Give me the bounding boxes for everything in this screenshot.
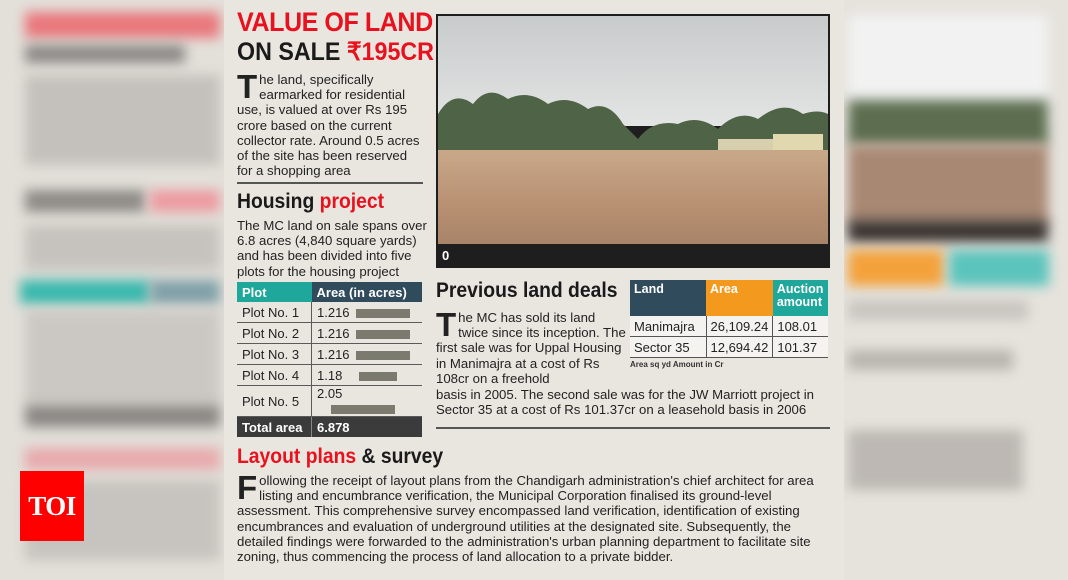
deals-heading: Previous land deals (436, 279, 618, 302)
plot-area: 1.18 (311, 364, 422, 386)
deal-amount: 101.37 (772, 336, 828, 358)
total-value: 6.878 (311, 416, 422, 437)
blurred-background-left (0, 0, 224, 580)
plot-area: 1.216 (311, 302, 422, 323)
plot-name: Plot No. 1 (237, 302, 312, 323)
plot-area: 2.05 (311, 385, 422, 417)
photo-caption-bar (436, 244, 830, 268)
land-photo: 0 (436, 14, 830, 268)
layout-heading-black: & survey (356, 445, 444, 468)
plot-name: Plot No. 3 (237, 343, 312, 365)
dropcap: F (237, 469, 258, 506)
plot-area-value: 1.216 (317, 325, 350, 341)
table-row: Plot No. 2 1.216 (237, 322, 422, 344)
table-row: Manimajra 26,109.24 108.01 (630, 316, 828, 337)
area-bar (355, 329, 410, 339)
trees-illustration (438, 92, 828, 154)
total-row: Total area 6.878 (237, 416, 422, 437)
dropcap: T (237, 68, 258, 105)
layout-heading: Layout plans & survey (237, 445, 443, 469)
table-row: Plot No. 1 1.216 (237, 302, 422, 323)
plots-header-plot: Plot (237, 282, 312, 302)
deals-table-note: Area sq yd Amount in Cr (630, 360, 724, 369)
headline-prefix: ON SALE (237, 38, 347, 66)
toi-logo: TOI (20, 471, 84, 541)
deals-table: Land Area Auction amount Manimajra 26,10… (630, 280, 828, 358)
deals-text-continued: basis in 2005. The second sale was for t… (436, 387, 814, 418)
plot-name: Plot No. 2 (237, 322, 312, 344)
housing-heading: Housing project (237, 190, 384, 214)
plot-area: 1.216 (311, 343, 422, 365)
deals-header-amount: Auction amount (772, 280, 828, 316)
plots-header-area: Area (in acres) (311, 282, 422, 302)
intro-text: he land, specifically earmarked for resi… (237, 72, 420, 179)
plot-area: 1.216 (311, 322, 422, 344)
area-bar (331, 405, 395, 415)
deal-area: 26,109.24 (706, 316, 774, 337)
headline-line1: VALUE OF LAND (237, 7, 433, 37)
plot-name: Plot No. 5 (237, 385, 312, 417)
dropcap: T (436, 306, 457, 343)
deal-land: Manimajra (630, 316, 707, 337)
plots-table: Plot Area (in acres) Plot No. 1 1.216 Plo… (237, 282, 422, 437)
divider (237, 182, 423, 184)
housing-heading-black: Housing (237, 190, 320, 213)
deals-header-area: Area (706, 280, 773, 316)
blurred-background-right (844, 0, 1068, 580)
headline-line2: ON SALE ₹195CR (237, 38, 434, 66)
deals-text: he MC has sold its land twice since its … (436, 310, 626, 386)
area-bar (355, 308, 410, 318)
table-row: Plot No. 3 1.216 (237, 343, 422, 365)
layout-heading-red: Layout plans (237, 445, 357, 468)
photo-caption: 0 (442, 248, 450, 263)
headline-value: ₹195CR (346, 38, 434, 66)
area-bar (355, 350, 410, 360)
divider (436, 427, 830, 429)
table-row: Plot No. 4 1.18 (237, 364, 422, 386)
housing-heading-red: project (319, 190, 385, 213)
housing-text: The MC land on sale spans over 6.8 acres… (237, 218, 427, 279)
deal-amount: 108.01 (772, 316, 828, 337)
total-label: Total area (237, 416, 312, 437)
plot-area-value: 1.216 (317, 304, 350, 320)
table-row: Plot No. 5 2.05 (237, 385, 422, 417)
plot-name: Plot No. 4 (237, 364, 312, 386)
deal-area: 12,694.42 (706, 336, 774, 358)
plot-area-value: 1.18 (317, 367, 343, 383)
deal-land: Sector 35 (630, 336, 707, 358)
plot-area-value: 1.216 (317, 346, 350, 362)
area-bar (359, 371, 398, 381)
table-row: Sector 35 12,694.42 101.37 (630, 336, 828, 358)
photo-ground (438, 150, 828, 244)
layout-text: ollowing the receipt of layout plans fro… (237, 473, 814, 565)
deals-header-land: Land (630, 280, 706, 316)
plot-area-value: 2.05 (317, 386, 343, 401)
